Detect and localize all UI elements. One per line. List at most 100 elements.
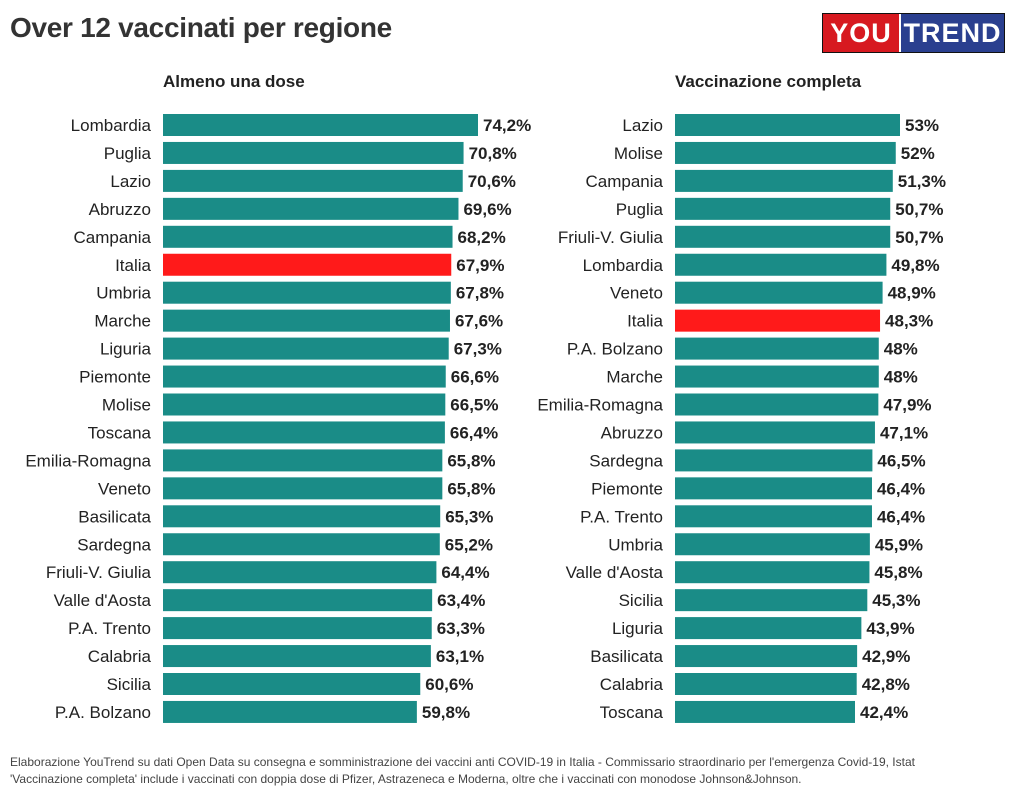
bar-almeno-veneto bbox=[163, 477, 443, 500]
bar-completa-molise bbox=[675, 141, 896, 164]
value-label-almeno-sardegna: 65,2% bbox=[445, 535, 493, 554]
category-label-completa-sicilia: Sicilia bbox=[619, 591, 664, 610]
value-label-completa-puglia: 50,7% bbox=[895, 200, 943, 219]
value-label-completa-abruzzo: 47,1% bbox=[880, 423, 928, 442]
bar-completa-emilia-romagna bbox=[675, 393, 879, 416]
bar-almeno-abruzzo bbox=[163, 197, 459, 220]
category-label-completa-valle-d-aosta: Valle d'Aosta bbox=[566, 563, 664, 582]
bar-completa-p-a-trento bbox=[675, 505, 872, 528]
category-label-completa-emilia-romagna: Emilia-Romagna bbox=[537, 396, 663, 415]
bar-almeno-friuli-v-giulia bbox=[163, 561, 437, 584]
chart-panel-completa: Lazio 53% Molise 52% Campania 51,3% Puglia 50,7… bbox=[537, 114, 946, 723]
category-label-almeno-basilicata: Basilicata bbox=[78, 507, 151, 526]
category-label-almeno-p-a-trento: P.A. Trento bbox=[68, 619, 151, 638]
category-label-almeno-puglia: Puglia bbox=[104, 144, 152, 163]
value-label-completa-molise: 52% bbox=[901, 144, 935, 163]
category-label-almeno-liguria: Liguria bbox=[100, 340, 152, 359]
bar-completa-lombardia bbox=[675, 253, 887, 276]
category-label-completa-marche: Marche bbox=[606, 368, 663, 387]
source-note-line-2: 'Vaccinazione completa' include i vaccin… bbox=[10, 772, 802, 786]
value-label-almeno-piemonte: 66,6% bbox=[451, 368, 499, 387]
chart-title: Over 12 vaccinati per regione bbox=[10, 12, 392, 43]
value-label-almeno-umbria: 67,8% bbox=[456, 284, 504, 303]
value-label-completa-toscana: 42,4% bbox=[860, 703, 908, 722]
value-label-almeno-campania: 68,2% bbox=[458, 228, 506, 247]
category-label-almeno-calabria: Calabria bbox=[88, 647, 152, 666]
value-label-completa-calabria: 42,8% bbox=[862, 675, 910, 694]
category-label-almeno-veneto: Veneto bbox=[98, 479, 151, 498]
bar-almeno-molise bbox=[163, 393, 446, 416]
category-label-completa-molise: Molise bbox=[614, 144, 663, 163]
value-label-almeno-puglia: 70,8% bbox=[469, 144, 517, 163]
bar-completa-friuli-v-giulia bbox=[675, 225, 891, 248]
bar-completa-basilicata bbox=[675, 645, 858, 668]
bar-almeno-toscana bbox=[163, 421, 445, 444]
category-label-completa-lazio: Lazio bbox=[622, 116, 663, 135]
category-label-almeno-campania: Campania bbox=[74, 228, 152, 247]
logo-trend: TREND bbox=[899, 14, 1004, 52]
value-label-completa-lazio: 53% bbox=[905, 116, 939, 135]
bar-almeno-umbria bbox=[163, 281, 451, 304]
bar-almeno-basilicata bbox=[163, 505, 441, 528]
value-label-completa-sardegna: 46,5% bbox=[877, 451, 925, 470]
bar-completa-p-a-bolzano bbox=[675, 337, 879, 360]
value-label-almeno-sicilia: 60,6% bbox=[425, 675, 473, 694]
value-label-almeno-valle-d-aosta: 63,4% bbox=[437, 591, 485, 610]
bar-completa-calabria bbox=[675, 673, 857, 695]
category-label-almeno-sicilia: Sicilia bbox=[107, 675, 152, 694]
value-label-completa-campania: 51,3% bbox=[898, 172, 946, 191]
value-label-completa-emilia-romagna: 47,9% bbox=[883, 396, 931, 415]
category-label-completa-piemonte: Piemonte bbox=[591, 479, 663, 498]
bar-completa-veneto bbox=[675, 281, 883, 304]
category-label-completa-calabria: Calabria bbox=[600, 675, 664, 694]
bar-completa-italia bbox=[675, 309, 881, 332]
category-label-almeno-toscana: Toscana bbox=[88, 423, 152, 442]
bar-completa-valle-d-aosta bbox=[675, 561, 870, 584]
category-label-almeno-p-a-bolzano: P.A. Bolzano bbox=[55, 703, 151, 722]
bar-almeno-calabria bbox=[163, 645, 431, 668]
panel-title-almeno-una-dose: Almeno una dose bbox=[163, 72, 305, 91]
bar-completa-umbria bbox=[675, 533, 870, 556]
category-label-almeno-lombardia: Lombardia bbox=[71, 116, 152, 135]
value-label-almeno-molise: 66,5% bbox=[450, 396, 498, 415]
category-label-almeno-abruzzo: Abruzzo bbox=[89, 200, 151, 219]
bar-completa-marche bbox=[675, 365, 879, 388]
category-label-completa-lombardia: Lombardia bbox=[583, 256, 664, 275]
bar-completa-campania bbox=[675, 169, 893, 192]
category-label-completa-umbria: Umbria bbox=[608, 535, 663, 554]
bar-completa-abruzzo bbox=[675, 421, 875, 444]
panel-title-vaccinazione-completa: Vaccinazione completa bbox=[675, 72, 862, 91]
value-label-almeno-calabria: 63,1% bbox=[436, 647, 484, 666]
category-label-completa-puglia: Puglia bbox=[616, 200, 664, 219]
bar-almeno-lombardia bbox=[163, 114, 478, 136]
category-label-completa-campania: Campania bbox=[586, 172, 664, 191]
category-label-completa-p-a-trento: P.A. Trento bbox=[580, 507, 663, 526]
value-label-almeno-abruzzo: 69,6% bbox=[463, 200, 511, 219]
category-label-almeno-emilia-romagna: Emilia-Romagna bbox=[25, 451, 151, 470]
bar-almeno-piemonte bbox=[163, 365, 446, 388]
bar-almeno-italia bbox=[163, 253, 452, 276]
value-label-completa-p-a-trento: 46,4% bbox=[877, 507, 925, 526]
value-label-almeno-basilicata: 65,3% bbox=[445, 507, 493, 526]
bar-almeno-p-a-bolzano bbox=[163, 700, 417, 723]
bar-almeno-liguria bbox=[163, 337, 449, 360]
value-label-completa-marche: 48% bbox=[884, 368, 918, 387]
value-label-almeno-toscana: 66,4% bbox=[450, 423, 498, 442]
bar-almeno-p-a-trento bbox=[163, 617, 432, 640]
value-label-completa-veneto: 48,9% bbox=[888, 284, 936, 303]
value-label-almeno-lazio: 70,6% bbox=[468, 172, 516, 191]
bar-almeno-marche bbox=[163, 309, 450, 332]
value-label-almeno-italia: 67,9% bbox=[456, 256, 504, 275]
category-label-completa-friuli-v-giulia: Friuli-V. Giulia bbox=[558, 228, 664, 247]
category-label-completa-basilicata: Basilicata bbox=[590, 647, 663, 666]
bar-almeno-sicilia bbox=[163, 673, 421, 695]
bar-completa-puglia bbox=[675, 197, 891, 220]
source-note-line-1: Elaborazione YouTrend su dati Open Data … bbox=[10, 755, 915, 769]
bar-completa-piemonte bbox=[675, 477, 872, 500]
category-label-almeno-piemonte: Piemonte bbox=[79, 368, 151, 387]
bar-almeno-lazio bbox=[163, 169, 463, 192]
source-notes: Elaborazione YouTrend su dati Open Data … bbox=[10, 754, 1013, 788]
category-label-completa-abruzzo: Abruzzo bbox=[601, 423, 663, 442]
category-label-almeno-valle-d-aosta: Valle d'Aosta bbox=[54, 591, 152, 610]
